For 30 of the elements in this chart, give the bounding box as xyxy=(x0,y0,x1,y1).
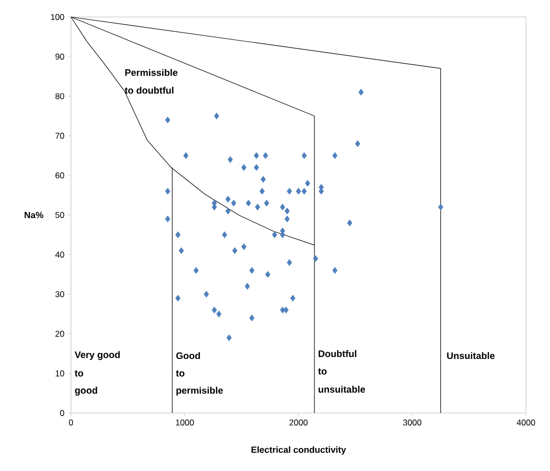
y-tick-label: 50 xyxy=(55,212,64,218)
y-tick-label: 80 xyxy=(55,93,64,100)
annotation: to xyxy=(74,370,84,377)
y-axis-title: Na% xyxy=(24,212,44,218)
x-tick-label: 4000 xyxy=(516,420,536,426)
annotation: Doubtful xyxy=(318,350,356,358)
y-tick-label: 90 xyxy=(55,54,64,60)
y-tick-label: 0 xyxy=(60,410,64,416)
y-tick-label: 40 xyxy=(55,252,64,258)
annotation: Permissible xyxy=(125,68,178,76)
y-tick-label: 30 xyxy=(55,291,64,298)
x-tick-label: 0 xyxy=(68,420,74,426)
y-tick-label: 100 xyxy=(51,14,64,20)
x-axis-title: Electrical conductivity xyxy=(252,446,346,455)
annotation: permisible xyxy=(176,386,223,396)
x-tick-label: 1000 xyxy=(176,420,194,426)
y-tick-label: 20 xyxy=(55,330,64,337)
annotation: to xyxy=(176,370,184,377)
annotation: Very good xyxy=(74,351,120,360)
y-tick-label: 10 xyxy=(56,370,64,376)
y-tick-label: 60 xyxy=(56,172,64,178)
annotation: Unsuitable xyxy=(447,352,495,360)
x-tick-label: 3000 xyxy=(403,420,422,426)
annotation: good xyxy=(75,386,98,396)
annotation: to xyxy=(318,368,327,375)
annotation: Good xyxy=(176,352,200,360)
y-tick-label: 70 xyxy=(56,132,64,139)
annotation: to doubtful xyxy=(124,86,174,94)
annotation: unsuitable xyxy=(318,386,366,393)
x-tick-label: 2000 xyxy=(290,420,308,426)
